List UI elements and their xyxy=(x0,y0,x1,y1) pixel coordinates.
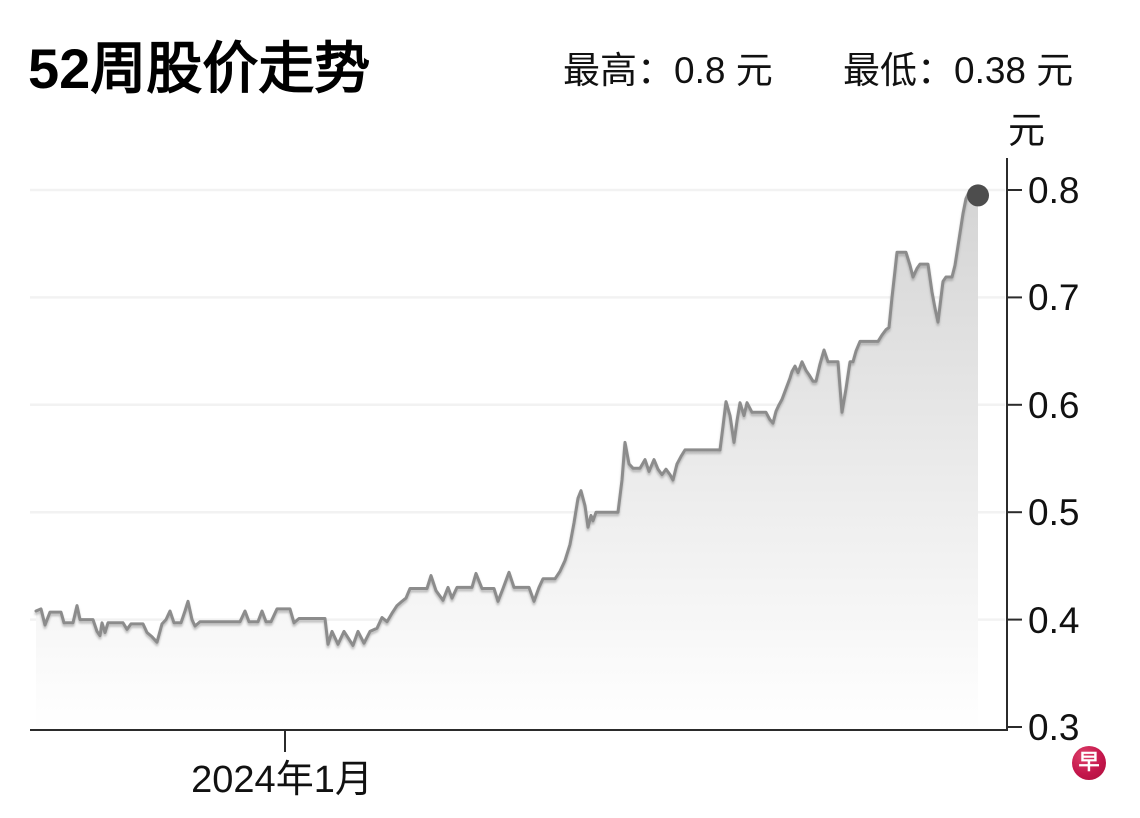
y-axis-labels: 0.8 0.7 0.6 0.5 0.4 0.3 xyxy=(1028,170,1079,748)
y-axis-unit-label: 元 xyxy=(1008,110,1045,151)
y-tick-label: 0.3 xyxy=(1028,707,1079,748)
zaobao-logo: 早 xyxy=(1072,746,1106,780)
zaobao-logo-character: 早 xyxy=(1078,751,1100,774)
axes xyxy=(30,158,1022,752)
x-axis-tick-label: 2024年1月 xyxy=(191,759,373,801)
y-axis-ticks xyxy=(1007,189,1022,728)
y-tick-label: 0.4 xyxy=(1028,600,1079,641)
y-tick-label: 0.7 xyxy=(1028,277,1079,318)
low-price-annotation: 最低：0.38 元 xyxy=(843,50,1074,91)
area-fill xyxy=(36,190,978,730)
y-tick-label: 0.5 xyxy=(1028,492,1079,533)
high-price-annotation: 最高：0.8 元 xyxy=(563,50,773,91)
page-title: 52周股价走势 xyxy=(28,37,371,100)
last-price-dot xyxy=(967,184,989,207)
price-line xyxy=(34,188,980,647)
y-tick-label: 0.6 xyxy=(1028,385,1079,426)
y-tick-label: 0.8 xyxy=(1028,170,1079,211)
